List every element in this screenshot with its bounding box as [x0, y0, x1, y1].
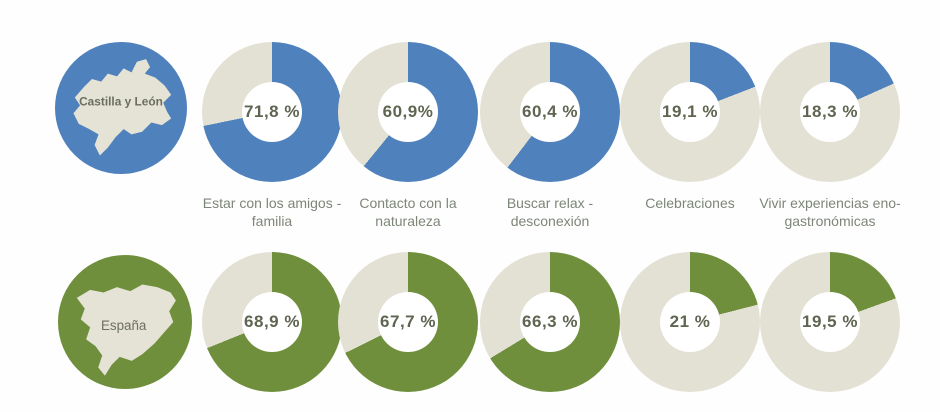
donut-value: 19,5 %: [802, 312, 858, 331]
donut-cyl-relax: 60,4 %: [480, 42, 620, 182]
donut-esp-celebraciones: 21 %: [620, 252, 760, 392]
castilla-y-leon-map-icon: Castilla y León: [55, 42, 187, 174]
donut-esp-amigos: 68,9 %: [202, 252, 342, 392]
castilla-y-leon-map-shape: Castilla y León: [73, 59, 172, 156]
espana-map-shape: España: [76, 284, 176, 376]
category-label-celebraciones: Celebraciones: [645, 195, 735, 211]
category-label-enogastronomicas: Vivir experiencias eno-gastronómicas: [759, 195, 901, 229]
category-label-amigos: Estar con los amigos - familia: [202, 195, 342, 229]
donut-cyl-naturaleza: 60,9%: [338, 42, 478, 182]
donut-cyl-enogastronomicas: 18,3 %: [760, 42, 900, 182]
espana-map-icon: España: [58, 255, 192, 389]
donut-cyl-celebraciones: 19,1 %: [620, 42, 760, 182]
donut-value: 60,9%: [382, 102, 434, 121]
espana-map-label: España: [101, 318, 147, 333]
category-label-relax: Buscar relax - desconexión: [506, 195, 594, 229]
donut-value: 21 %: [669, 312, 711, 331]
category-label-naturaleza: Contacto con la naturaleza: [359, 195, 457, 229]
donut-value: 19,1 %: [662, 102, 718, 121]
donut-value: 67,7 %: [380, 312, 436, 331]
donut-value: 68,9 %: [244, 312, 300, 331]
donut-value: 71,8 %: [244, 102, 300, 121]
donut-value: 66,3 %: [522, 312, 578, 331]
donut-cyl-amigos: 71,8 %: [202, 42, 342, 182]
donut-esp-naturaleza: 67,7 %: [338, 252, 478, 392]
castilla-y-leon-map-label: Castilla y León: [79, 94, 163, 108]
donut-esp-enogastronomicas: 19,5 %: [760, 252, 900, 392]
donut-value: 60,4 %: [522, 102, 578, 121]
donut-esp-relax: 66,3 %: [480, 252, 620, 392]
donut-value: 18,3 %: [802, 102, 858, 121]
